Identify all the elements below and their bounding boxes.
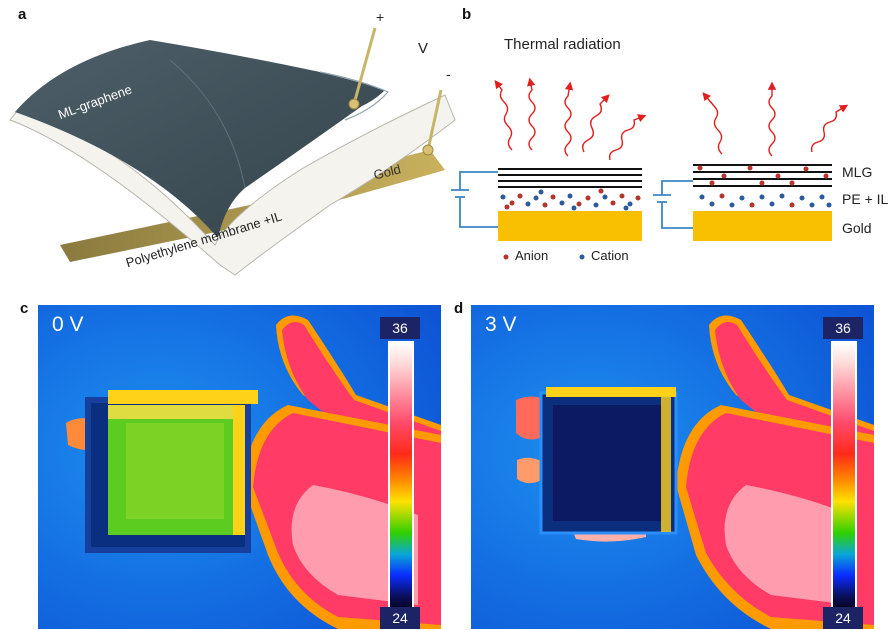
radiation-arrow [581,94,610,153]
thermal-image-3v: 3 V 36 24 [471,305,874,629]
negative-probe [426,89,443,151]
voltage-0v-label: 0 V [52,313,84,336]
plus-sign: + [376,9,385,25]
colorbar-c [388,341,414,609]
cation-label: Cation [591,248,629,263]
panel-label-b: b [462,6,472,23]
panel-label-d: d [454,300,464,317]
cation-dot [579,254,585,260]
colorbar-d [831,341,857,609]
anion-dot [503,254,509,260]
thermal-radiation-title: Thermal radiation [504,36,621,53]
radiation-arrow [564,81,574,157]
gold-block [693,211,832,241]
scale-max-d: 36 [823,317,863,339]
thermal-image-0v: 0 V 36 24 [38,305,441,629]
right-stack [653,164,832,241]
minus-sign: - [446,66,451,82]
radiation-arrow [494,79,513,151]
graphene-layer [15,40,385,238]
gold-label-b: Gold [842,220,872,236]
scale-min-c: 24 [380,607,420,629]
radiation-arrow [608,114,647,161]
radiation-arrow [810,104,849,153]
voltage-label: V [418,40,429,57]
radiation-arrow [767,81,777,157]
scale-min-d: 24 [823,607,863,629]
voltage-3v-label: 3 V [485,313,517,336]
membrane-layer [9,94,456,276]
schematic-diagram [451,77,849,260]
anion-label: Anion [515,248,549,263]
mlg-label: MLG [842,164,873,180]
device-illustration [9,27,456,276]
gold-block [498,211,642,241]
panel-label-c: c [20,300,29,317]
scale-max-c: 36 [380,317,420,339]
positive-probe [352,27,377,105]
radiation-arrow [702,92,723,155]
ion-dots [500,188,641,211]
pe-il-label: PE + IL [842,191,889,207]
ion-dots [697,165,832,208]
left-stack [451,168,642,241]
panel-label-a: a [18,6,27,23]
radiation-arrow [527,77,536,151]
